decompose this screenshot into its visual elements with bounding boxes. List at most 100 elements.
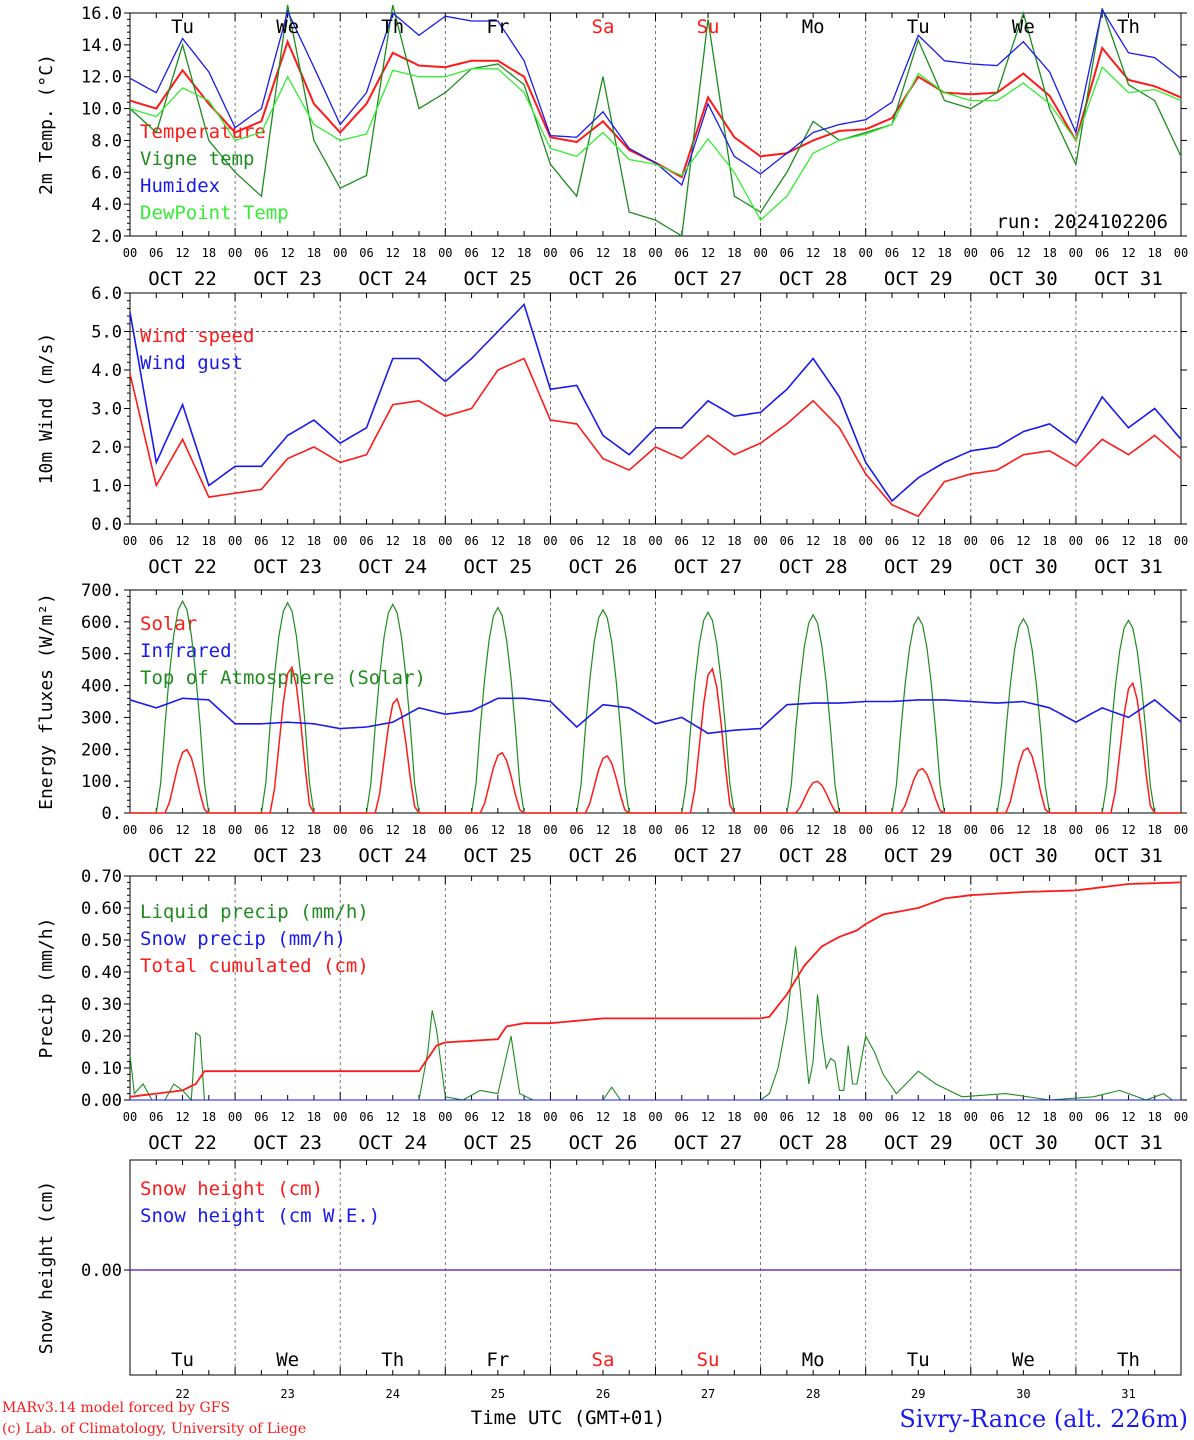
- hour-label: 00: [228, 246, 242, 260]
- legend-entry: Liquid precip (mm/h): [140, 901, 369, 923]
- hour-label: 06: [254, 246, 268, 260]
- hour-label: 06: [885, 1110, 899, 1124]
- date-label: OCT 25: [464, 268, 533, 290]
- legend-entry: Total cumulated (cm): [140, 955, 369, 977]
- hour-label: 06: [464, 1110, 478, 1124]
- hour-label: 00: [1069, 246, 1083, 260]
- hour-label: 12: [491, 534, 505, 548]
- cumulated-precip-line: [129, 881, 1182, 1098]
- hour-label: 00: [1174, 1110, 1188, 1124]
- hour-label: 00: [753, 246, 767, 260]
- hour-label: 00: [228, 823, 242, 837]
- hour-label: 18: [832, 1110, 846, 1124]
- temp-series-line: [129, 66, 1182, 222]
- hour-label: 06: [780, 1110, 794, 1124]
- hour-label: 06: [359, 246, 373, 260]
- hour-label: 18: [202, 534, 216, 548]
- date-label: OCT 28: [779, 1132, 848, 1154]
- hour-label: 06: [569, 823, 583, 837]
- hour-label: 12: [491, 823, 505, 837]
- hour-label: 00: [228, 1110, 242, 1124]
- hour-label: 06: [780, 534, 794, 548]
- hour-label: 06: [464, 823, 478, 837]
- hour-label: 12: [701, 534, 715, 548]
- hour-label: 12: [1121, 246, 1135, 260]
- legend-entry: Top of Atmosphere (Solar): [140, 667, 426, 689]
- day-number-label: 25: [491, 1387, 505, 1401]
- hour-label: 18: [727, 1110, 741, 1124]
- hour-label: 06: [1095, 1110, 1109, 1124]
- legend-entry: DewPoint Temp: [140, 202, 289, 224]
- date-label: OCT 24: [358, 845, 427, 867]
- hour-label: 06: [675, 823, 689, 837]
- hour-label: 12: [1016, 1110, 1030, 1124]
- day-number-label: 30: [1016, 1387, 1030, 1401]
- hour-label: 00: [964, 246, 978, 260]
- weekday-label: Th: [1117, 16, 1140, 38]
- y-tick-label: 0.10: [81, 1059, 122, 1079]
- date-label: OCT 23: [253, 1132, 322, 1154]
- hour-label: 18: [307, 246, 321, 260]
- hour-label: 18: [1042, 534, 1056, 548]
- y-tick-label: 0.00: [81, 1091, 122, 1111]
- y-tick-label: 0.70: [81, 867, 122, 887]
- legend-entry: Wind gust: [140, 352, 243, 374]
- hour-label: 18: [202, 1110, 216, 1124]
- day-number-label: 29: [911, 1387, 925, 1401]
- date-label: OCT 29: [884, 268, 953, 290]
- date-label: OCT 30: [989, 1132, 1058, 1154]
- hour-label: 18: [412, 1110, 426, 1124]
- hour-label: 18: [412, 823, 426, 837]
- hour-label: 18: [517, 1110, 531, 1124]
- y-axis-label: 10m Wind (m/s): [36, 333, 57, 485]
- hour-label: 12: [175, 1110, 189, 1124]
- hour-label: 06: [1095, 534, 1109, 548]
- hour-label: 18: [412, 534, 426, 548]
- hour-label: 18: [727, 823, 741, 837]
- y-tick-label: 600.: [81, 613, 122, 633]
- hour-label: 18: [307, 534, 321, 548]
- hour-label: 00: [648, 1110, 662, 1124]
- hour-label: 06: [990, 1110, 1004, 1124]
- hour-label: 00: [333, 246, 347, 260]
- hour-label: 12: [491, 246, 505, 260]
- date-label: OCT 29: [884, 556, 953, 578]
- y-tick-label: 400.: [81, 677, 122, 697]
- day-number-label: 22: [175, 1387, 189, 1401]
- date-label: OCT 27: [674, 1132, 743, 1154]
- date-label: OCT 28: [779, 556, 848, 578]
- hour-label: 00: [123, 246, 137, 260]
- hour-label: 06: [359, 534, 373, 548]
- hour-label: 00: [858, 1110, 872, 1124]
- weekday-label: Mo: [802, 16, 825, 38]
- hour-label: 06: [254, 1110, 268, 1124]
- y-tick-label: 0.60: [81, 899, 122, 919]
- legend-entry: Snow precip (mm/h): [140, 928, 346, 950]
- weekday-label: Tu: [907, 16, 930, 38]
- station-name: Sivry-Rance (alt. 226m): [899, 1405, 1188, 1433]
- date-label: OCT 29: [884, 1132, 953, 1154]
- hour-label: 18: [202, 246, 216, 260]
- hour-label: 18: [622, 1110, 636, 1124]
- day-number-label: 31: [1121, 1387, 1135, 1401]
- wind-series-line: [129, 357, 1182, 518]
- hour-label: 12: [386, 823, 400, 837]
- y-tick-label: 500.: [81, 645, 122, 665]
- y-tick-label: 10.0: [81, 100, 122, 120]
- hour-label: 12: [386, 1110, 400, 1124]
- hour-label: 18: [1042, 246, 1056, 260]
- date-label: OCT 27: [674, 268, 743, 290]
- hour-label: 06: [149, 823, 163, 837]
- weekday-label: Sa: [592, 1349, 615, 1371]
- hour-label: 00: [1174, 823, 1188, 837]
- hour-label: 00: [438, 1110, 452, 1124]
- hour-label: 06: [885, 534, 899, 548]
- date-label: OCT 26: [569, 268, 638, 290]
- hour-label: 12: [280, 1110, 294, 1124]
- x-axis-label: Time UTC (GMT+01): [471, 1407, 665, 1429]
- hour-label: 00: [753, 823, 767, 837]
- hour-label: 18: [937, 534, 951, 548]
- hour-label: 18: [727, 534, 741, 548]
- date-label: OCT 31: [1094, 845, 1163, 867]
- hour-label: 06: [885, 246, 899, 260]
